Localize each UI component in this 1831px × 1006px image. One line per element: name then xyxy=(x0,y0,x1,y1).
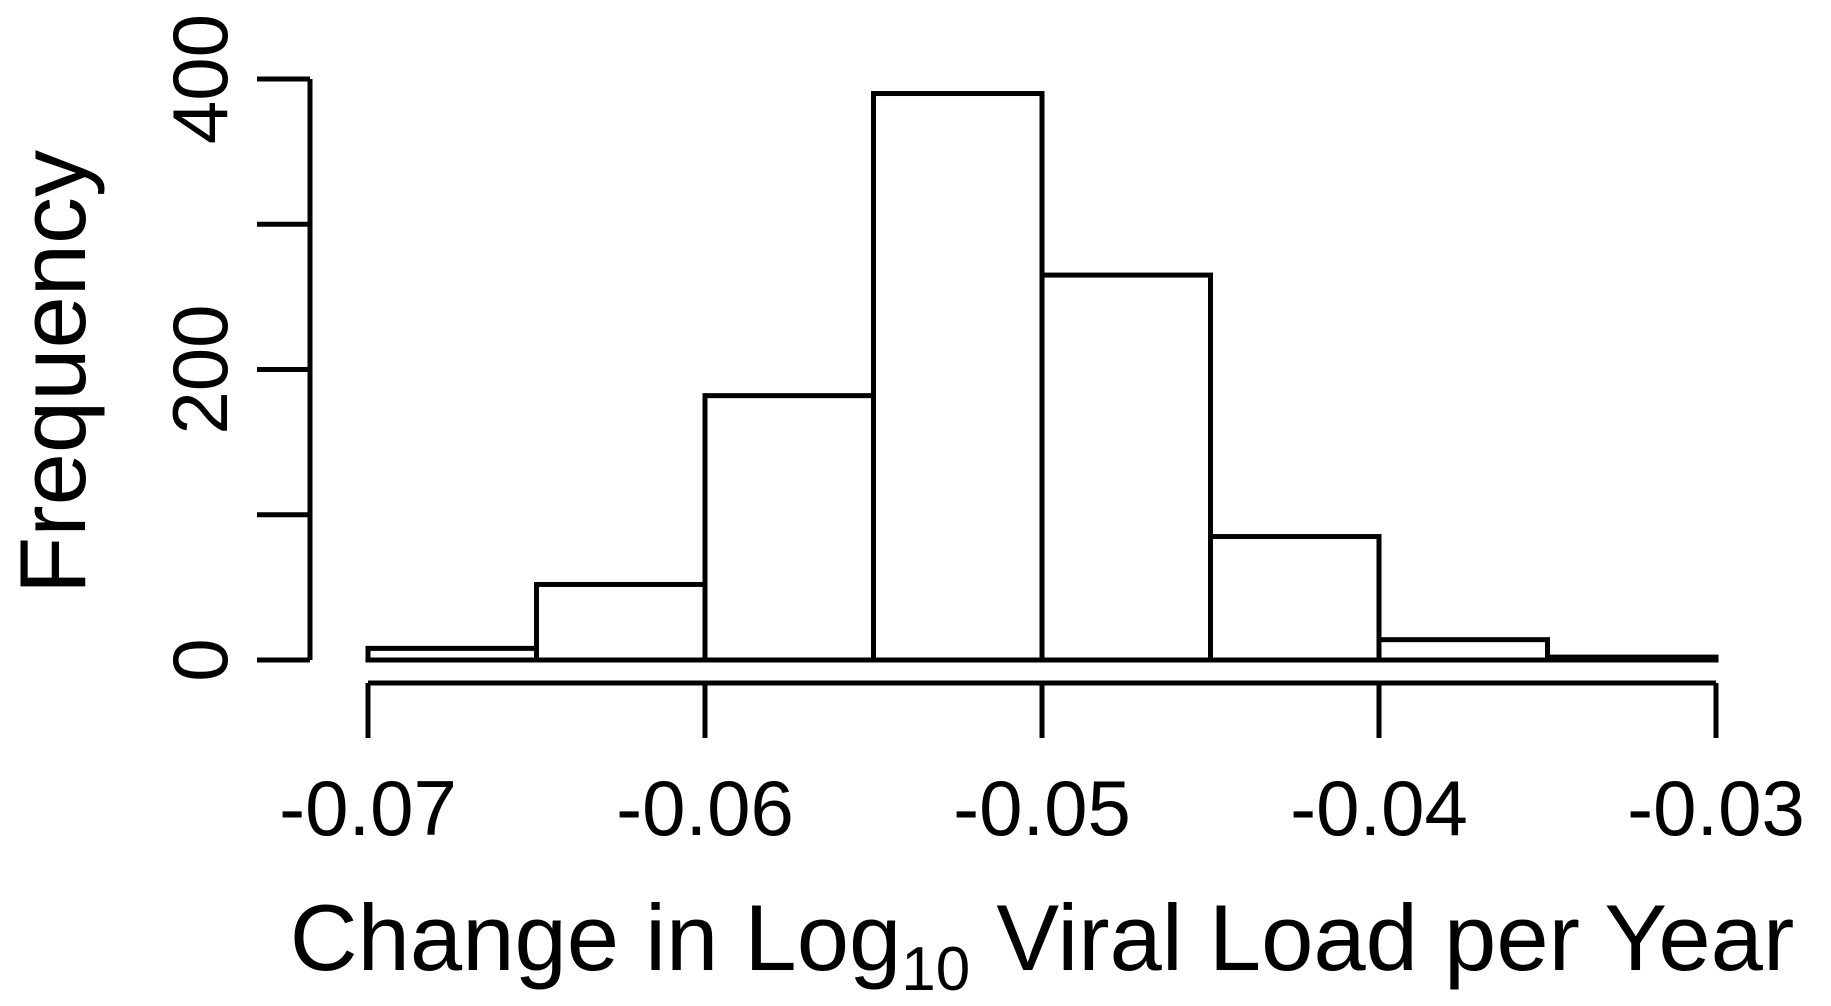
histogram-bar xyxy=(1376,637,1550,663)
histogram-bar xyxy=(534,581,708,663)
x-tick-label: -0.04 xyxy=(1290,764,1468,852)
y-tick-label: 400 xyxy=(156,14,244,144)
histogram-bar xyxy=(365,645,539,663)
y-axis: 0 200 400 xyxy=(156,14,313,682)
y-tick-label: 200 xyxy=(156,304,244,434)
x-tick-label: -0.07 xyxy=(279,764,457,852)
histogram-bar xyxy=(871,91,1045,663)
x-tick-label: -0.06 xyxy=(616,764,794,852)
y-tick-label: 0 xyxy=(156,638,244,681)
y-axis-label: Frequency xyxy=(0,150,105,594)
x-axis-label: Change in Log10 Viral Load per Year xyxy=(290,885,1795,1004)
histogram-bar xyxy=(1208,534,1382,663)
histogram-bar xyxy=(1545,654,1719,663)
x-tick-label: -0.03 xyxy=(1627,764,1805,852)
histogram-bar xyxy=(1039,272,1213,663)
bars-group xyxy=(365,91,1719,663)
x-axis: -0.07 -0.06 -0.05 -0.04 -0.03 xyxy=(279,680,1805,852)
x-tick-label: -0.05 xyxy=(953,764,1131,852)
histogram-bar xyxy=(702,393,876,663)
